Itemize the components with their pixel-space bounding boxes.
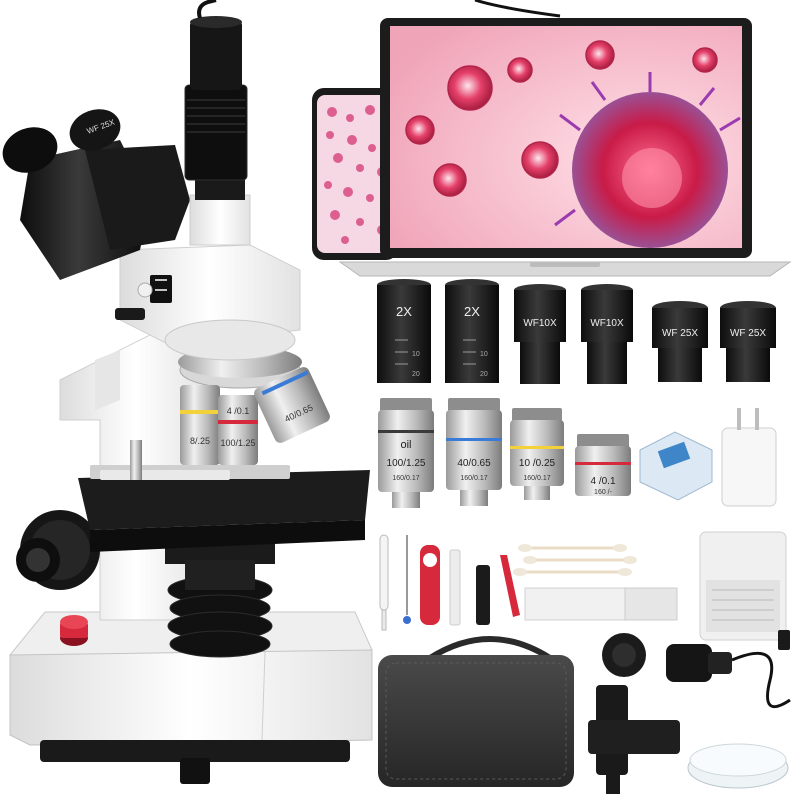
objective-label: 10 /0.25 (519, 458, 556, 469)
objective-lens: 10 /0.25 160/0.17 (510, 408, 564, 500)
eyepiece-scale: 20 (412, 371, 420, 378)
turret-objective-label: 100/1.25 (220, 438, 255, 448)
cover-slip-box (639, 431, 713, 501)
eyepiece: WF10X (581, 284, 633, 384)
turret-objective: 4 /0.1 100/1.25 (218, 395, 258, 465)
objective-lens: oil 100/1.25 160/0.17 (378, 398, 434, 508)
objective-label: 40/0.65 (457, 458, 491, 469)
objective-label: 160/0.17 (460, 475, 487, 482)
eyepiece: WF 25X (652, 301, 708, 382)
power-adapter (721, 408, 777, 507)
eyepiece-label: WF10X (523, 318, 557, 329)
eyepiece: WF 25X (720, 301, 776, 382)
eyepieces-set: 2X 10 20 2X 10 20 WF10X WF10X (377, 279, 776, 384)
objective-label: 160/0.17 (523, 475, 550, 482)
turret-objective: 8/.25 (180, 385, 220, 465)
objective-label: 160/0.17 (392, 475, 419, 482)
carrying-case (378, 636, 574, 787)
eyepiece-label: 2X (396, 304, 412, 319)
objective-lens: 40/0.65 160/0.17 (446, 398, 502, 506)
eyepiece: 2X 10 20 (377, 279, 431, 383)
microscope: 8/.25 4 /0.1 100/1.25 40/0.65 WF 25X (2, 0, 373, 784)
eyepiece-label: WF 25X (662, 328, 698, 339)
accessories (379, 531, 787, 641)
eyepiece: WF10X (514, 284, 566, 384)
objectives-set: oil 100/1.25 160/0.17 40/0.65 160/0.17 1… (378, 398, 631, 508)
turret-objective: 40/0.65 (254, 367, 330, 443)
laptop (338, 0, 792, 277)
eyepiece: 2X 10 20 (445, 279, 499, 383)
petri-dish (687, 743, 789, 789)
turret-objective-label: 8/.25 (190, 436, 210, 446)
turret-objective-label: 4 /0.1 (227, 406, 250, 416)
eyepiece-label: WF 25X (730, 328, 766, 339)
objective-label: 4 /0.1 (590, 476, 615, 487)
objective-label: 100/1.25 (387, 458, 426, 469)
eyepiece-scale: 20 (480, 371, 488, 378)
smartphone (312, 88, 398, 260)
objective-label: oil (400, 439, 411, 451)
eyepiece-scale: 10 (480, 351, 488, 358)
eyepiece-label: WF10X (590, 318, 624, 329)
objective-label: 160 /- (594, 489, 613, 496)
usb-camera (666, 630, 791, 709)
phone-adapter (588, 633, 680, 794)
objective-lens: 4 /0.1 160 /- (575, 434, 631, 496)
eyepiece-scale: 10 (412, 351, 420, 358)
eyepiece-label: 2X (464, 304, 480, 319)
